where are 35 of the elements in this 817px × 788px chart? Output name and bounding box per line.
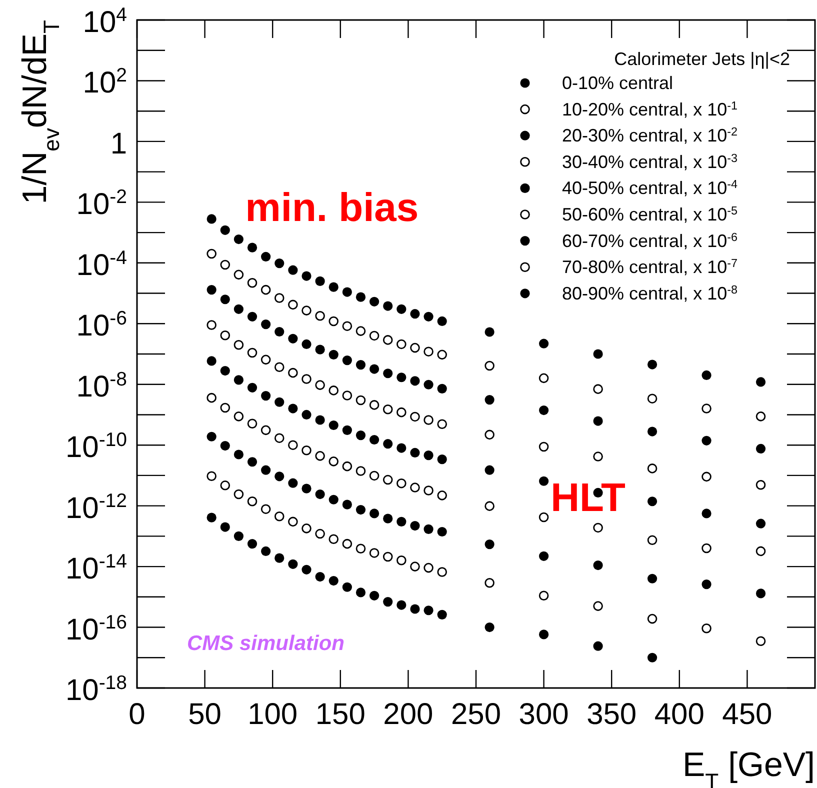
- legend-label: 0-10% central: [562, 73, 674, 93]
- y-tick-label: 10$^{4}$: [82, 4, 128, 39]
- x-tick-label: 0: [128, 698, 146, 731]
- x-tick-label: 200: [383, 698, 434, 731]
- y-tick-label: 10$^{-8}$: [76, 368, 127, 404]
- legend-label: 80-90% central, x 10$^{-8}$: [562, 282, 738, 304]
- y-tick-label: 10$^{-12}$: [65, 490, 127, 525]
- y-tick-label: 10$^{-4}$: [76, 246, 128, 282]
- legend-label: 60-70% central, x 10$^{-6}$: [562, 230, 738, 251]
- y-tick-label: 10$^{-6}$: [76, 308, 127, 343]
- legend-label: 10-20% central, x 10$^{-1}$: [562, 98, 738, 120]
- x-tick-label: 300: [518, 698, 569, 731]
- y-tick-label: 1: [110, 127, 127, 160]
- legend-label: 40-50% central, x 10$^{-4}$: [562, 178, 738, 198]
- annotation: HLT: [550, 476, 626, 520]
- legend-title: Calorimeter Jets |η|<2: [614, 49, 790, 69]
- x-tick-label: 250: [450, 698, 502, 731]
- legend-label: 30-40% central, x 10$^{-3}$: [562, 151, 738, 172]
- annotation: CMS simulation: [187, 632, 345, 655]
- y-tick-label: 10$^{-16}$: [65, 611, 127, 646]
- legend-label: 50-60% central, x 10$^{-5}$: [562, 204, 738, 224]
- legend-label: 20-30% central, x 10$^{-2}$: [562, 125, 738, 146]
- y-tick-label: 10$^{2}$: [82, 64, 127, 100]
- x-tick-label: 150: [315, 698, 366, 731]
- y-tick-label: 10$^{-10}$: [65, 429, 128, 464]
- y-tick-label: 10$^{-18}$: [65, 672, 127, 707]
- x-tick-label: 450: [722, 698, 772, 731]
- x-tick-label: 350: [586, 698, 637, 731]
- y-tick-label: 10$^{-2}$: [76, 186, 127, 222]
- x-tick-label: 50: [188, 698, 222, 731]
- x-tick-label: 400: [654, 698, 704, 731]
- legend-label: 70-80% central, x 10$^{-7}$: [562, 256, 738, 278]
- x-tick-label: 100: [248, 698, 298, 731]
- y-tick-label: 10$^{-14}$: [65, 550, 128, 586]
- annotation: min. bias: [245, 186, 419, 230]
